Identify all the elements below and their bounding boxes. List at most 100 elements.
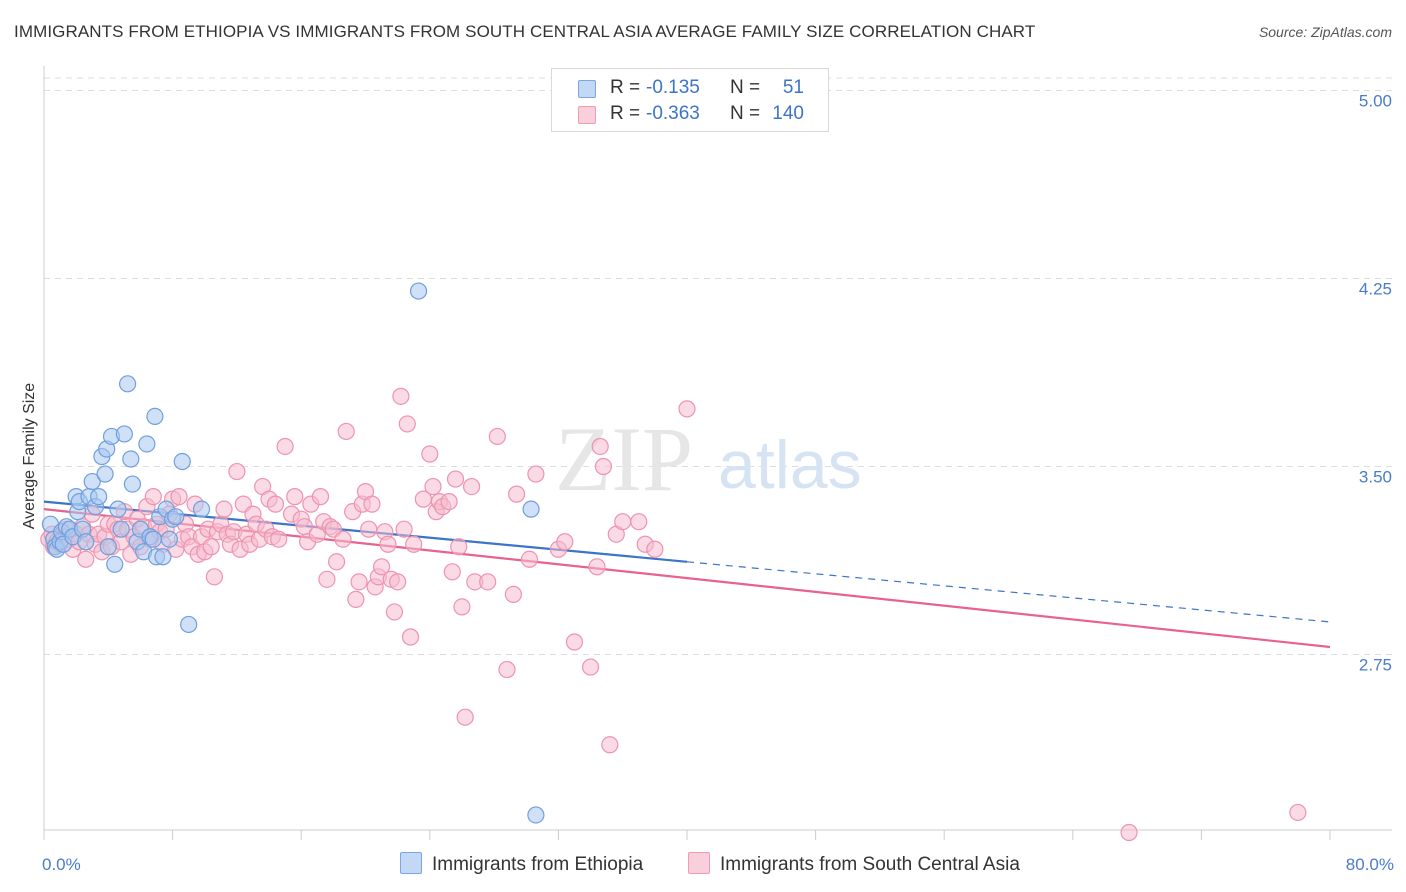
- data-point: [401, 628, 420, 646]
- data-point: [398, 415, 416, 433]
- data-point: [453, 598, 471, 616]
- data-point: [109, 500, 127, 518]
- data-point: [522, 500, 540, 518]
- data-point: [286, 488, 304, 506]
- data-point: [167, 508, 185, 526]
- legend-r-value: -0.363: [646, 103, 700, 124]
- data-point: [1289, 803, 1307, 822]
- data-point: [440, 493, 458, 511]
- data-point: [614, 513, 632, 531]
- trend-line-ethiopia-extension: [686, 561, 1331, 623]
- data-point: [228, 462, 246, 481]
- watermark-zip: ZIP: [555, 408, 693, 510]
- data-point: [160, 530, 178, 548]
- data-point: [565, 633, 584, 651]
- legend-row-south-central-asia: R = -0.363 N = 140: [552, 101, 828, 129]
- data-point: [112, 520, 130, 538]
- data-point: [678, 400, 696, 418]
- data-point: [456, 708, 474, 726]
- legend-n-label: N =: [730, 103, 761, 124]
- data-point: [270, 530, 288, 548]
- data-point: [337, 422, 355, 441]
- data-point: [372, 558, 391, 576]
- points-ethiopia: [41, 282, 545, 824]
- data-point: [520, 550, 539, 568]
- data-point: [318, 570, 336, 588]
- data-point: [385, 603, 404, 621]
- bottom-legend-south-central-asia: Immigrants from South Central Asia: [688, 852, 1020, 876]
- data-point: [90, 488, 108, 506]
- y-tick-label: 4.25: [1359, 280, 1392, 299]
- data-point: [360, 520, 378, 538]
- data-point: [556, 533, 574, 551]
- data-point: [266, 495, 285, 513]
- data-point: [395, 520, 413, 538]
- data-point: [588, 558, 606, 576]
- y-axis-label: Average Family Size: [21, 383, 38, 530]
- data-point: [138, 435, 156, 453]
- data-point: [173, 452, 191, 471]
- data-point: [479, 573, 497, 591]
- data-point: [77, 550, 95, 568]
- legend-row-ethiopia: R = -0.135 N = 51: [552, 75, 828, 103]
- bottom-legend-swatch-south-central-asia: [688, 852, 710, 874]
- data-point: [488, 427, 506, 446]
- data-point: [180, 615, 198, 634]
- data-point: [591, 437, 609, 456]
- data-point: [405, 535, 423, 553]
- bottom-legend-label-ethiopia: Immigrants from Ethiopia: [432, 854, 644, 875]
- data-point: [379, 535, 397, 553]
- data-point: [146, 407, 164, 425]
- data-point: [99, 538, 117, 556]
- data-point: [424, 477, 442, 496]
- data-point: [154, 548, 172, 566]
- data-point: [192, 500, 211, 518]
- data-point: [106, 555, 124, 573]
- legend-n-value: 51: [782, 77, 804, 98]
- data-point: [122, 450, 140, 468]
- watermark: ZIP atlas: [555, 408, 862, 510]
- data-point: [504, 585, 522, 603]
- legend-swatch-south-central-asia: [578, 106, 596, 124]
- axes: [43, 66, 1392, 840]
- chart-title: IMMIGRANTS FROM ETHIOPIA VS IMMIGRANTS F…: [14, 22, 1036, 41]
- watermark-atlas: atlas: [718, 427, 862, 503]
- data-point: [311, 488, 330, 506]
- data-point: [421, 445, 439, 463]
- y-tick-label: 3.50: [1359, 468, 1392, 487]
- data-point: [205, 568, 223, 586]
- data-point: [601, 736, 619, 754]
- bottom-legend-swatch-ethiopia: [400, 852, 422, 874]
- data-point: [115, 425, 133, 443]
- data-point: [462, 477, 481, 496]
- bottom-legend-ethiopia: Immigrants from Ethiopia: [400, 852, 643, 876]
- data-point: [594, 457, 613, 476]
- data-point: [443, 563, 461, 581]
- data-point: [646, 540, 664, 558]
- data-point: [123, 475, 142, 493]
- data-point: [630, 513, 648, 531]
- data-point: [202, 538, 220, 556]
- correlation-legend: R = -0.135 N = 51 R = -0.363 N = 140: [551, 68, 829, 132]
- data-point: [446, 470, 465, 488]
- legend-r-label: R =: [610, 77, 641, 98]
- bottom-legend-label-south-central-asia: Immigrants from South Central Asia: [720, 854, 1020, 875]
- data-point: [144, 530, 162, 548]
- legend-r-value: -0.135: [646, 77, 700, 98]
- trend-lines: [43, 500, 1331, 649]
- data-point: [527, 465, 545, 483]
- y-tick-label: 5.00: [1359, 92, 1392, 111]
- x-tick-label: 80.0%: [1346, 855, 1394, 874]
- data-point: [327, 553, 346, 571]
- data-point: [450, 538, 468, 556]
- data-point: [77, 533, 95, 551]
- x-tick-label: 0.0%: [42, 855, 81, 874]
- source-label: Source: ZipAtlas.com: [1258, 24, 1392, 40]
- data-point: [350, 573, 368, 591]
- data-point: [389, 573, 407, 591]
- data-point: [581, 658, 600, 676]
- data-point: [363, 495, 381, 513]
- legend-n-value: 140: [772, 103, 804, 124]
- data-point: [118, 375, 137, 393]
